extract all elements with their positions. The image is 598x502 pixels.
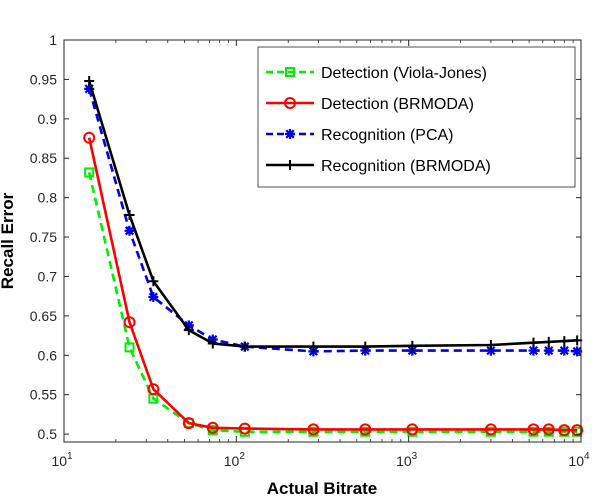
series-2-point xyxy=(123,316,136,329)
y-tick-label: 0.5 xyxy=(38,426,58,442)
series-4-point xyxy=(407,340,418,351)
legend-label: Detection (BRMODA) xyxy=(321,96,474,113)
series-2-line xyxy=(87,137,578,432)
legend-swatch-marker xyxy=(284,97,296,109)
y-tick-label: 0.95 xyxy=(30,71,57,87)
series-4-point xyxy=(572,335,583,346)
series-4-point xyxy=(559,336,570,347)
y-axis-label: Recall Error xyxy=(0,192,17,289)
series-4-point xyxy=(485,340,496,351)
y-tick-label: 0.65 xyxy=(30,308,57,324)
legend-swatch-marker xyxy=(285,129,295,139)
y-tick-label: 0.6 xyxy=(38,347,58,363)
series-1-point xyxy=(84,167,95,178)
series-2-point xyxy=(558,424,571,437)
series-2-point xyxy=(182,417,195,430)
y-tick-label: 0.9 xyxy=(38,111,58,127)
series-3-point xyxy=(124,225,135,236)
x-tick-label: 103 xyxy=(396,451,418,469)
series-4-point xyxy=(84,75,95,86)
chart-marks xyxy=(83,75,584,437)
x-tick-label: 102 xyxy=(224,451,246,469)
legend-entry-1: Detection (Viola-Jones) xyxy=(266,65,487,82)
series-4-point xyxy=(360,341,371,352)
series-1-line xyxy=(87,172,578,434)
legend-box xyxy=(257,46,576,188)
series-4-point xyxy=(308,341,319,352)
series-4-point xyxy=(207,338,218,349)
series-4-point xyxy=(183,325,194,336)
series-4-point xyxy=(528,337,539,348)
y-tick-label: 0.75 xyxy=(30,229,57,245)
legend: Detection (Viola-Jones) Detection (BRMODA… xyxy=(257,46,576,188)
legend-label: Recognition (BRMODA) xyxy=(321,158,491,175)
series-2-point xyxy=(571,424,584,437)
legend-entry-3: Recognition (PCA) xyxy=(266,127,454,144)
legend-label: Recognition (PCA) xyxy=(321,127,454,144)
series-2-point xyxy=(359,423,372,436)
x-tick-label: 101 xyxy=(51,451,73,469)
series-3-point xyxy=(543,345,554,356)
series-2-point xyxy=(527,423,540,436)
series-2-point xyxy=(406,423,419,436)
series-2-point xyxy=(147,383,160,396)
series-4 xyxy=(84,75,583,352)
series-2-point xyxy=(238,422,251,435)
series-2-point xyxy=(307,423,320,436)
y-tick-label: 0.7 xyxy=(38,268,58,284)
legend-label: Detection (Viola-Jones) xyxy=(321,65,487,82)
legend-entry-4: Recognition (BRMODA) xyxy=(266,158,491,175)
series-2-point xyxy=(542,423,555,436)
series-4-point xyxy=(148,276,159,287)
y-tick-label: 0.85 xyxy=(30,150,57,166)
series-2-point xyxy=(484,423,497,436)
series-1-point xyxy=(124,342,135,353)
legend-swatch-marker xyxy=(285,160,295,170)
series-4-point xyxy=(543,336,554,347)
series-4-point xyxy=(124,209,135,220)
series-3-point xyxy=(485,345,496,356)
plot-frame xyxy=(63,39,582,443)
legend-entry-2: Detection (BRMODA) xyxy=(266,96,474,113)
x-axis-label: Actual Bitrate xyxy=(267,479,378,498)
series-3-point xyxy=(559,345,570,356)
legend-swatch-marker xyxy=(285,67,295,77)
series-3-point xyxy=(572,346,583,357)
series-2 xyxy=(83,131,584,437)
series-3-point xyxy=(148,291,159,302)
series-2-point xyxy=(206,421,219,434)
x-tick-label: 104 xyxy=(568,451,590,469)
series-3-point xyxy=(84,83,95,94)
y-tick-label: 0.55 xyxy=(30,387,57,403)
y-tick-label: 1 xyxy=(49,32,57,48)
series-4-point xyxy=(239,341,250,352)
series-2-point xyxy=(83,131,96,144)
series-3-point xyxy=(528,345,539,356)
y-tick-label: 0.8 xyxy=(38,190,58,206)
